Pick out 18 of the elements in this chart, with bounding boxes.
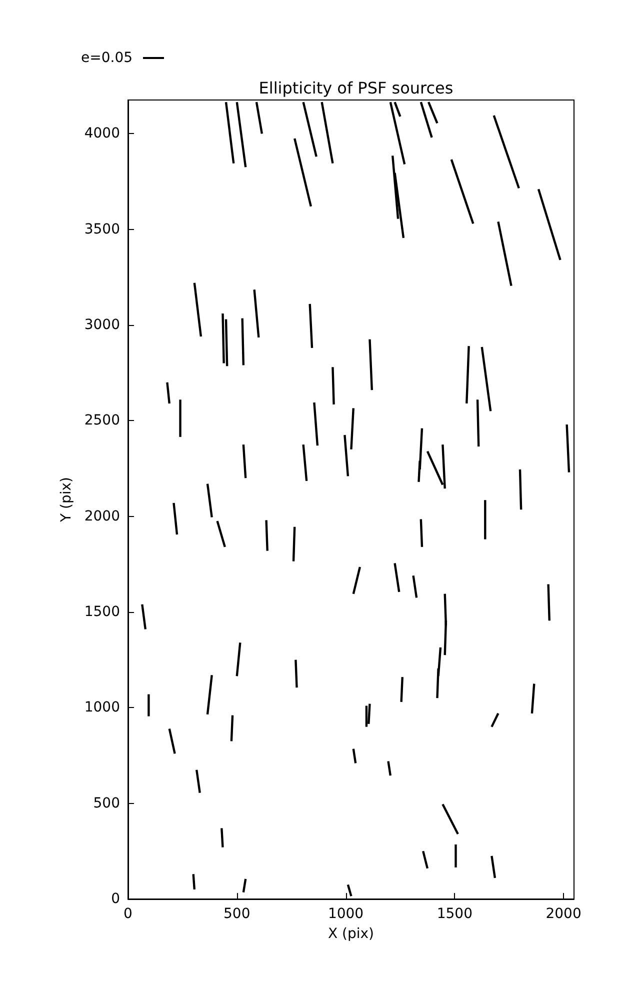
x-tick-label: 1500 [436, 906, 472, 922]
y-tick-label: 2000 [84, 508, 120, 524]
y-tick-label: 3500 [84, 221, 120, 238]
x-tick-label: 1000 [328, 906, 364, 922]
chart-title: Ellipticity of PSF sources [258, 78, 454, 98]
y-tick-label: 2500 [84, 412, 120, 429]
x-axis-title: X (pix) [328, 926, 374, 942]
y-tick-label: 0 [111, 891, 120, 907]
y-tick-label: 500 [93, 795, 120, 812]
x-tick-label: 2000 [546, 906, 582, 922]
x-tick-label: 0 [124, 906, 132, 922]
y-tick-label: 3000 [84, 317, 120, 334]
y-axis-title: Y (pix) [58, 477, 74, 523]
y-tick-label: 1000 [84, 700, 120, 716]
text: e=0.05 [81, 50, 133, 66]
y-tick-label: 1500 [84, 604, 120, 620]
y-tick-label: 4000 [84, 126, 120, 142]
x-tick-label: 500 [224, 906, 250, 922]
